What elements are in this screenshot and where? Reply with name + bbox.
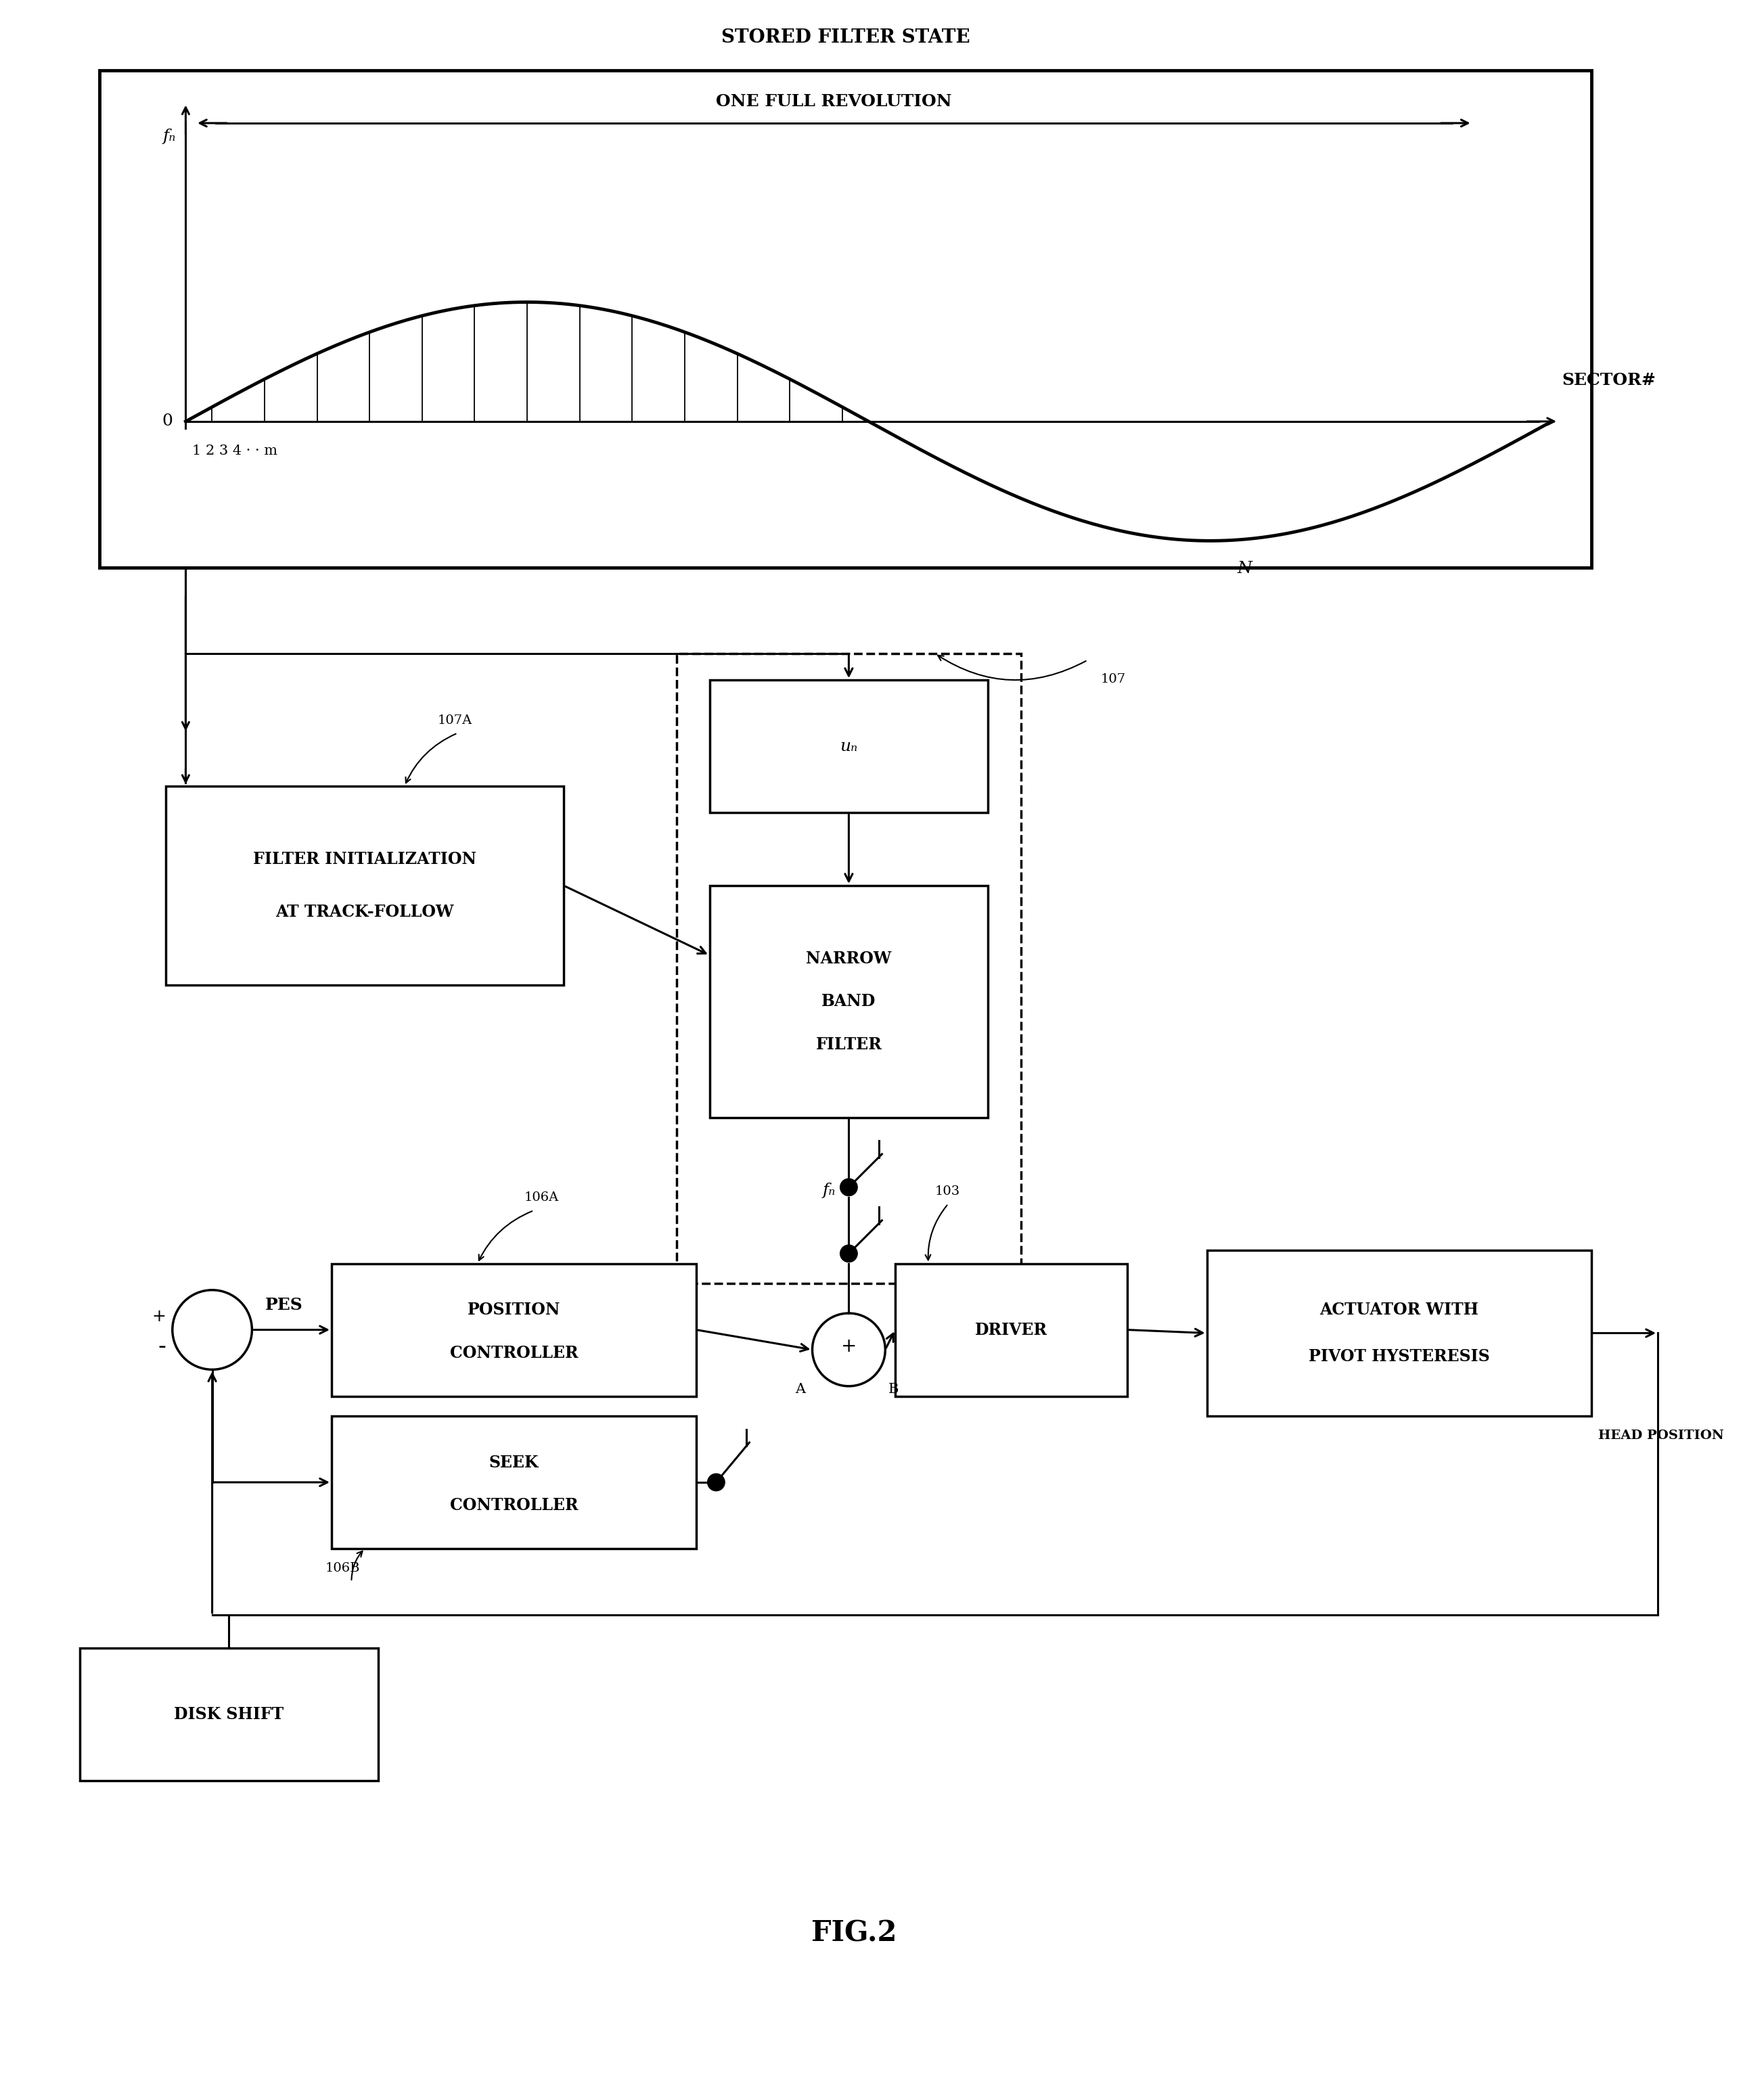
Text: A: A: [795, 1382, 805, 1396]
Text: STORED FILTER STATE: STORED FILTER STATE: [722, 29, 969, 46]
Circle shape: [840, 1245, 858, 1262]
Bar: [709, 680, 988, 813]
Text: PIVOT HYSTERESIS: PIVOT HYSTERESIS: [1309, 1348, 1490, 1365]
Text: SEEK: SEEK: [490, 1455, 539, 1470]
Text: fₙ: fₙ: [823, 1182, 835, 1199]
Text: BAND: BAND: [821, 993, 877, 1010]
Bar: [331, 1415, 695, 1548]
Circle shape: [708, 1474, 725, 1491]
Text: CONTROLLER: CONTROLLER: [450, 1344, 579, 1361]
Text: POSITION: POSITION: [467, 1302, 561, 1319]
Text: B: B: [889, 1382, 899, 1396]
Text: FIG.2: FIG.2: [810, 1919, 898, 1947]
Text: HEAD POSITION: HEAD POSITION: [1598, 1430, 1724, 1441]
Text: PES: PES: [265, 1298, 303, 1312]
Text: 103: 103: [934, 1184, 960, 1197]
Text: SECTOR#: SECTOR#: [1562, 372, 1656, 389]
Text: AT TRACK-FOLLOW: AT TRACK-FOLLOW: [275, 903, 453, 920]
Text: 106A: 106A: [525, 1191, 558, 1203]
Text: ONE FULL REVOLUTION: ONE FULL REVOLUTION: [716, 95, 952, 109]
Text: CONTROLLER: CONTROLLER: [450, 1497, 579, 1514]
Circle shape: [840, 1178, 858, 1195]
Text: 107A: 107A: [437, 714, 472, 727]
Text: DRIVER: DRIVER: [974, 1321, 1048, 1338]
Text: +: +: [152, 1308, 166, 1325]
Text: -: -: [157, 1336, 166, 1357]
Text: uₙ: uₙ: [840, 739, 858, 754]
Text: +: +: [840, 1338, 856, 1357]
Text: 106B: 106B: [324, 1562, 359, 1575]
Bar: [676, 653, 1021, 1283]
Bar: [331, 1264, 695, 1397]
Bar: [166, 785, 563, 985]
Text: N: N: [1238, 561, 1251, 575]
Bar: [1206, 1250, 1591, 1415]
Bar: [896, 1264, 1128, 1397]
Text: fₙ: fₙ: [162, 128, 176, 145]
Text: FILTER INITIALIZATION: FILTER INITIALIZATION: [253, 851, 476, 867]
Text: 107: 107: [1102, 674, 1126, 685]
Bar: [80, 1648, 378, 1781]
Text: DISK SHIFT: DISK SHIFT: [174, 1705, 284, 1722]
Text: NARROW: NARROW: [805, 951, 891, 966]
Bar: [709, 886, 988, 1117]
Text: FILTER: FILTER: [816, 1037, 882, 1052]
Text: ACTUATOR WITH: ACTUATOR WITH: [1319, 1302, 1478, 1319]
Text: 0: 0: [162, 414, 173, 428]
Text: 1 2 3 4 · · m: 1 2 3 4 · · m: [192, 445, 277, 458]
Bar: [99, 69, 1591, 567]
